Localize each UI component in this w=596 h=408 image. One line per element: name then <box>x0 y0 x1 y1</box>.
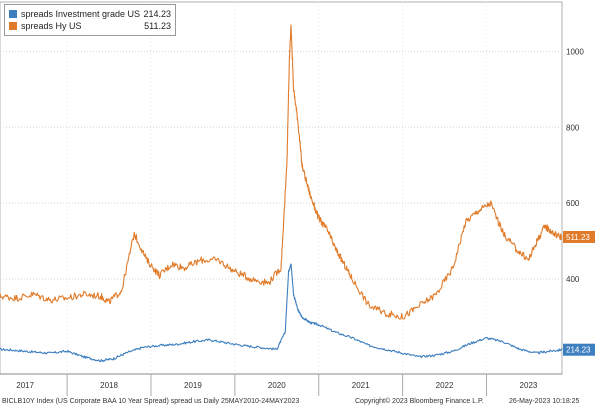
x-tick-label: 2020 <box>268 381 286 390</box>
x-tick-label: 2019 <box>184 381 202 390</box>
series-line-investment-grade <box>0 263 563 363</box>
grid <box>0 1 563 375</box>
legend-label-investment-grade: spreads Investment grade US <box>21 9 141 19</box>
legend-item-hy: spreads Hy US 511.23 <box>9 20 171 33</box>
x-tick-label: 2017 <box>16 381 34 390</box>
series-line-hy <box>0 24 563 320</box>
legend-swatch-investment-grade <box>9 10 17 18</box>
y-tick-label: 600 <box>566 199 580 208</box>
y-axis: 400 600 800 1000 <box>566 47 584 284</box>
last-value-tags: 214.23 511.23 <box>563 230 595 356</box>
footer-source: BICLB10Y Index (US Corporate BAA 10 Year… <box>2 398 300 405</box>
last-value-tag-label: 214.23 <box>566 346 591 355</box>
x-tick-label: 2021 <box>352 381 370 390</box>
footer-copyright: Copyright© 2023 Bloomberg Finance L.P. <box>355 398 484 405</box>
series-layer <box>0 24 563 363</box>
y-tick-label: 400 <box>566 275 580 284</box>
legend-value-hy: 511.23 <box>144 21 171 31</box>
y-tick-label: 800 <box>566 123 580 132</box>
x-tick-label: 2018 <box>100 381 118 390</box>
legend-label-hy: spreads Hy US <box>21 21 82 31</box>
plot-frame <box>0 1 563 375</box>
x-tick-label: 2022 <box>436 381 454 390</box>
legend-item-investment-grade: spreads Investment grade US 214.23 <box>9 8 171 21</box>
legend-swatch-hy <box>9 22 17 30</box>
legend-value-investment-grade: 214.23 <box>143 9 171 19</box>
footer: BICLB10Y Index (US Corporate BAA 10 Year… <box>0 396 596 408</box>
x-tick-label: 2023 <box>520 381 538 390</box>
x-axis: 2017 2018 2019 2020 2021 2022 2023 <box>0 373 562 396</box>
last-value-tag-bg <box>563 343 595 356</box>
footer-timestamp: 26-May-2023 10:18:25 <box>509 398 580 405</box>
y-tick-label: 1000 <box>566 47 584 56</box>
last-value-tag-label: 511.23 <box>566 233 590 242</box>
legend: spreads Investment grade US 214.23 sprea… <box>4 4 176 36</box>
last-value-tag-bg <box>563 230 595 243</box>
